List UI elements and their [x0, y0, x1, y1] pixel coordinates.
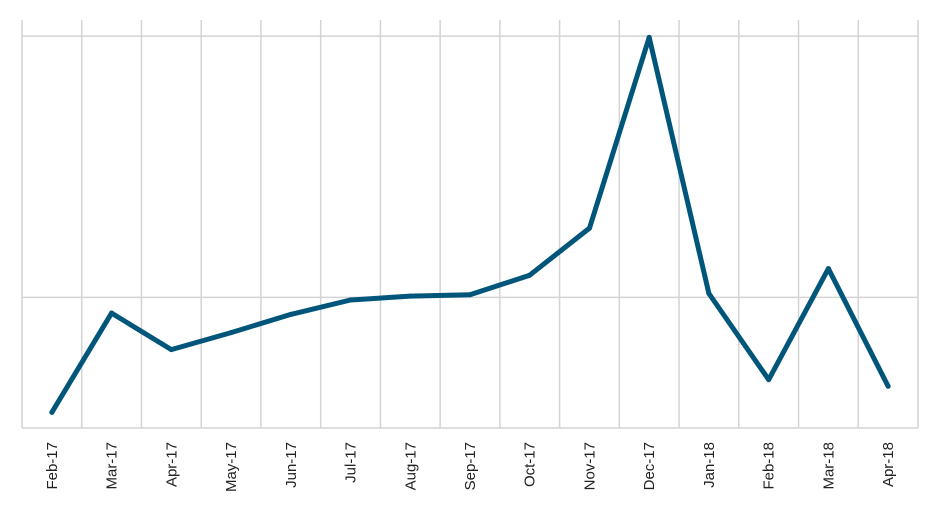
x-tick-label: Sep-17 — [462, 442, 479, 490]
x-tick-label: Apr-17 — [163, 442, 180, 487]
x-tick-label: Dec-17 — [641, 442, 658, 490]
data-point — [586, 225, 592, 231]
x-tick-label: Jun-17 — [283, 442, 300, 488]
x-tick-label: Mar-18 — [820, 442, 837, 490]
data-point — [766, 377, 772, 383]
data-point — [825, 266, 831, 272]
data-point — [885, 383, 891, 389]
data-point — [527, 272, 533, 278]
x-tick-label: Feb-17 — [44, 442, 61, 490]
data-point — [109, 310, 115, 316]
data-point — [467, 292, 473, 298]
data-point — [168, 347, 174, 353]
data-point — [288, 311, 294, 317]
data-point — [407, 293, 413, 299]
series-group — [49, 34, 891, 415]
data-point — [646, 34, 652, 40]
grid-lines — [21, 20, 919, 429]
data-point — [228, 330, 234, 336]
data-point — [348, 297, 354, 303]
x-tick-label: Jan-18 — [701, 442, 718, 488]
x-tick-label: Mar-17 — [104, 442, 121, 490]
x-tick-label: May-17 — [223, 442, 240, 492]
series-line — [49, 34, 891, 415]
x-tick-label: Apr-18 — [880, 442, 897, 487]
x-tick-label: Aug-17 — [402, 442, 419, 490]
x-axis-tick-labels: Feb-17 Mar-17 Apr-17 May-17 Jun-17 Jul-17 Aug-… — [44, 442, 897, 492]
x-tick-label: Jul-17 — [343, 442, 360, 483]
data-point — [49, 409, 55, 415]
x-tick-label: Feb-18 — [761, 442, 778, 490]
data-point — [706, 290, 712, 296]
x-tick-label: Nov-17 — [581, 442, 598, 490]
x-tick-label: Oct-17 — [522, 442, 539, 487]
